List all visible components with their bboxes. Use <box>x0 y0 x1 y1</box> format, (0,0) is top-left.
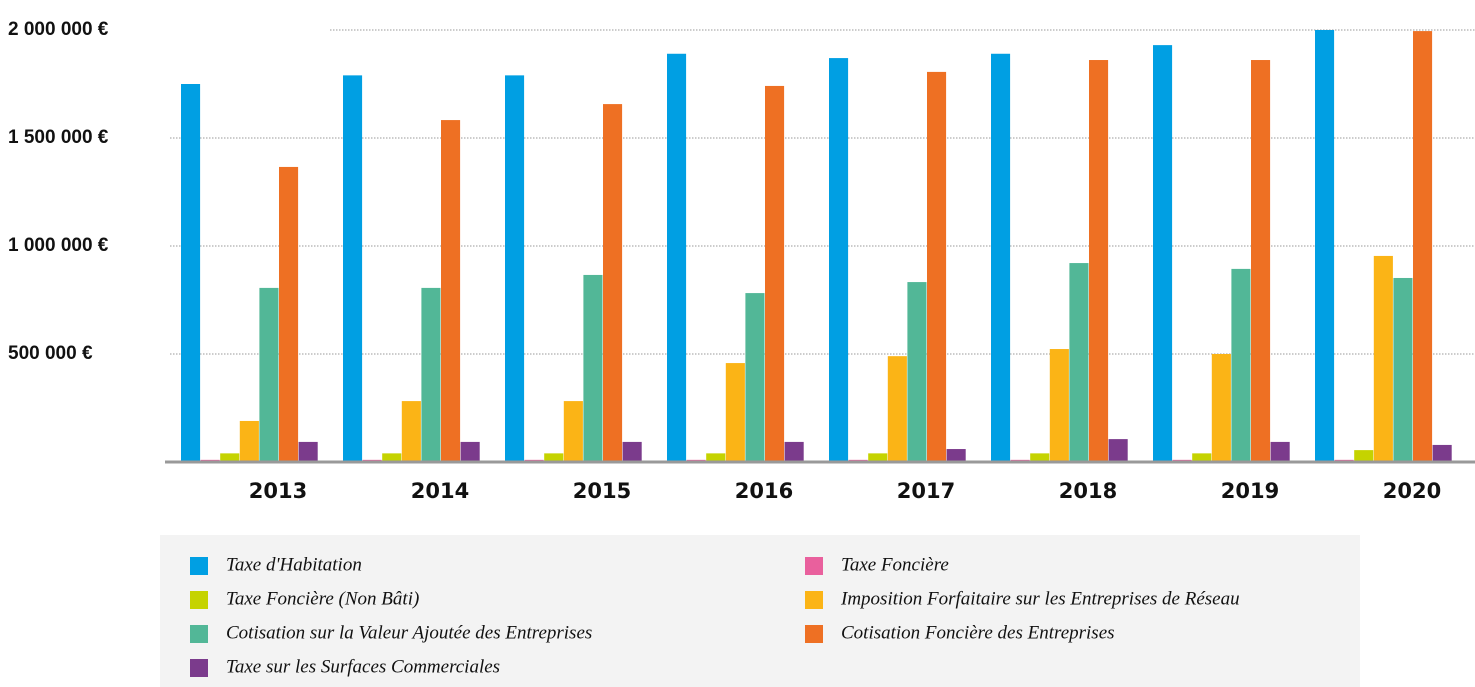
legend-swatch <box>190 557 208 575</box>
bar <box>1432 444 1452 462</box>
bar <box>1354 450 1374 462</box>
bar <box>1069 263 1089 462</box>
bar <box>829 58 849 463</box>
bar <box>927 71 947 463</box>
bar <box>1251 60 1271 463</box>
bar <box>239 420 259 462</box>
bar <box>1315 30 1335 462</box>
bar <box>1393 277 1413 462</box>
legend-swatch <box>805 557 823 575</box>
y-tick-label: 1 500 000 € <box>8 127 109 148</box>
legend-swatch <box>805 591 823 609</box>
bar <box>1373 255 1393 462</box>
bar <box>1270 441 1290 462</box>
bar <box>946 449 966 462</box>
bar <box>401 401 421 462</box>
x-tick-label: 2020 <box>1383 479 1441 503</box>
bar <box>441 120 461 463</box>
legend-label: Taxe d'Habitation <box>226 554 362 575</box>
legend-label: Taxe sur les Surfaces Commerciales <box>226 656 500 677</box>
bar <box>1153 45 1173 463</box>
legend-box <box>160 535 1360 687</box>
legend-swatch <box>190 591 208 609</box>
y-tick-label: 1 000 000 € <box>8 235 109 256</box>
bar <box>460 441 480 462</box>
bar <box>259 287 279 462</box>
bar <box>421 287 441 462</box>
bar <box>1211 354 1231 462</box>
bar <box>603 104 623 462</box>
legend-label: Cotisation Foncière des Entreprises <box>841 622 1115 643</box>
legend-swatch <box>805 625 823 643</box>
bar <box>745 293 765 462</box>
legend-swatch <box>190 659 208 677</box>
bar <box>343 75 363 463</box>
bar <box>765 85 785 462</box>
y-tick-label: 500 000 € <box>8 343 93 364</box>
bar <box>784 441 804 462</box>
x-tick-label: 2013 <box>249 479 307 503</box>
bar <box>1089 60 1109 463</box>
x-tick-label: 2019 <box>1221 479 1279 503</box>
x-tick-label: 2014 <box>411 479 469 503</box>
bar <box>382 453 402 462</box>
y-tick-label: 2 000 000 € <box>8 19 109 40</box>
bar <box>907 282 927 462</box>
bar <box>1030 453 1050 462</box>
x-tick-label: 2015 <box>573 479 631 503</box>
bar <box>1108 439 1128 462</box>
bar <box>887 356 907 462</box>
x-tick-label: 2017 <box>897 479 955 503</box>
bar <box>544 453 564 462</box>
bar <box>706 453 726 462</box>
bar <box>279 166 299 462</box>
x-tick-label: 2018 <box>1059 479 1117 503</box>
bar <box>1049 349 1069 462</box>
legend-label: Taxe Foncière (Non Bâti) <box>226 588 419 609</box>
bar <box>667 53 687 462</box>
legend-label: Cotisation sur la Valeur Ajoutée des Ent… <box>226 622 592 643</box>
legend-label: Imposition Forfaitaire sur les Entrepris… <box>840 588 1240 609</box>
bar <box>1192 453 1212 462</box>
bar <box>991 53 1011 462</box>
bar <box>725 363 745 462</box>
bar <box>505 75 525 463</box>
bar <box>1231 268 1251 462</box>
bar <box>1413 31 1433 463</box>
bar <box>563 401 583 462</box>
bar <box>868 453 888 462</box>
legend-swatch <box>190 625 208 643</box>
bar <box>622 441 642 462</box>
bar <box>583 274 603 462</box>
legend-label: Taxe Foncière <box>841 554 949 575</box>
bar <box>181 84 201 462</box>
bar <box>298 441 318 462</box>
bar <box>220 453 240 462</box>
x-tick-label: 2016 <box>735 479 793 503</box>
